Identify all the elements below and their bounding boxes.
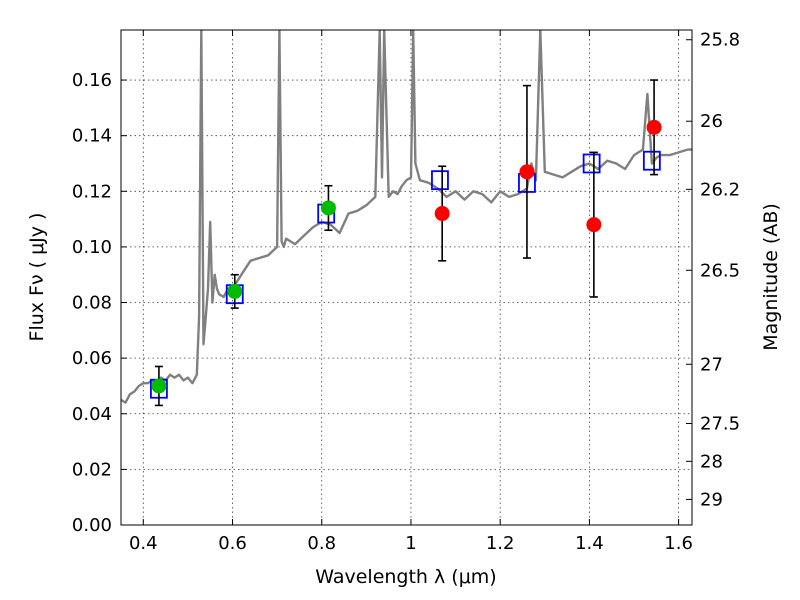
y-tick-label: 0.06: [72, 348, 112, 369]
right-tick-label: 27.5: [700, 413, 740, 434]
model-square-marker: [642, 150, 661, 171]
right-tick-label: 25.8: [700, 30, 740, 51]
x-tick-label: 1.2: [486, 533, 515, 554]
plot-area: [121, 30, 692, 407]
right-tick-label: 29: [700, 489, 723, 510]
y-tick-label: 0.16: [72, 70, 112, 91]
y-tick-label: 0.04: [72, 404, 112, 425]
red-data-point: [646, 119, 662, 135]
red-data-point: [519, 164, 535, 180]
y-tick-label: 0.12: [72, 181, 112, 202]
x-tick-label: 0.4: [129, 533, 158, 554]
green-data-point: [151, 378, 167, 394]
x-tick-label: 1.4: [575, 533, 604, 554]
y-axis-title: Flux Fν ( μJy ): [26, 213, 48, 342]
red-data-point: [586, 217, 602, 233]
model-square-marker: [582, 153, 601, 174]
x-tick-label: 1: [405, 533, 416, 554]
grid: [121, 30, 692, 526]
y-tick-label: 0.10: [72, 237, 112, 258]
y-tick-label: 0.02: [72, 459, 112, 480]
spectrum-line: [121, 30, 692, 404]
x-tick-label: 0.8: [307, 533, 336, 554]
axis-ticks: 0.4 0.6 0.8 1 1.2 1.4 1.6 0.00 0.02 0.04 0.06 0.08 0…: [72, 30, 740, 554]
green-data-point: [227, 283, 243, 299]
right-tick-label: 26.5: [700, 260, 740, 281]
green-data-point: [320, 200, 336, 216]
x-tick-label: 0.6: [218, 533, 247, 554]
y-tick-label: 0.14: [72, 126, 112, 147]
x-axis-title: Wavelength λ (μm): [315, 566, 496, 588]
model-square-marker: [431, 170, 449, 191]
plot-frame: [120, 29, 693, 526]
right-tick-label: 26: [700, 111, 723, 132]
right-tick-label: 27: [700, 354, 723, 375]
y-tick-label: 0.08: [72, 293, 112, 314]
right-tick-label: 26.2: [700, 179, 740, 200]
red-data-point: [434, 206, 450, 222]
x-tick-label: 1.6: [664, 533, 693, 554]
y-tick-label: 0.00: [72, 515, 112, 536]
right-tick-label: 28: [700, 451, 723, 472]
right-axis-title: Magnitude (AB): [760, 203, 782, 351]
